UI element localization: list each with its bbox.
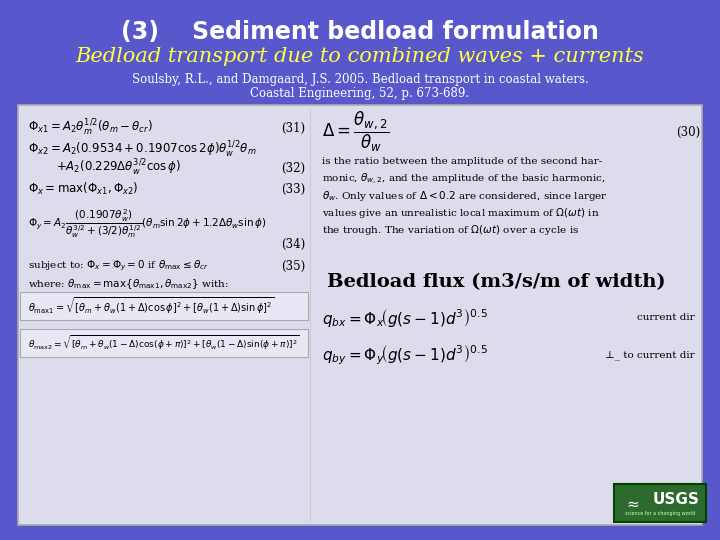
Text: Bedload transport due to combined waves + currents: Bedload transport due to combined waves … [76,48,644,66]
Text: $\Phi_{x2} = A_2(0.9534 + 0.1907\cos2\phi)\theta_w^{1/2}\theta_m$: $\Phi_{x2} = A_2(0.9534 + 0.1907\cos2\ph… [28,140,256,160]
Text: Coastal Engineering, 52, p. 673-689.: Coastal Engineering, 52, p. 673-689. [251,86,469,99]
Text: (34): (34) [281,238,305,251]
Text: (33): (33) [281,183,305,195]
Text: $\Phi_y = A_2\dfrac{(0.1907\theta_w^2)}{\theta_w^{3/2}+(3/2)\theta_m^{1/2}}(\the: $\Phi_y = A_2\dfrac{(0.1907\theta_w^2)}{… [28,207,266,240]
Text: $\Phi_{x1} = A_2\theta_m^{1/2}(\theta_m - \theta_{cr})$: $\Phi_{x1} = A_2\theta_m^{1/2}(\theta_m … [28,118,153,138]
Text: Soulsby, R.L., and Damgaard, J.S. 2005. Bedload transport in coastal waters.: Soulsby, R.L., and Damgaard, J.S. 2005. … [132,72,588,85]
Text: $q_{bx}=\Phi_x\!\left(g(s-1)d^3\right)^{0.5}$: $q_{bx}=\Phi_x\!\left(g(s-1)d^3\right)^{… [322,307,488,329]
Text: (31): (31) [281,122,305,134]
Text: is the ratio between the amplitude of the second har-: is the ratio between the amplitude of th… [322,158,602,166]
Text: ⊥_ to current dir: ⊥_ to current dir [606,350,695,360]
FancyBboxPatch shape [614,484,706,522]
Text: $q_{by}=\Phi_y\!\left(g(s-1)d^3\right)^{0.5}$: $q_{by}=\Phi_y\!\left(g(s-1)d^3\right)^{… [322,343,488,367]
Text: $\Delta = \dfrac{\theta_{w,2}}{\theta_w}$: $\Delta = \dfrac{\theta_{w,2}}{\theta_w}… [322,110,390,154]
Text: science for a changing world: science for a changing world [625,511,696,516]
Text: subject to: $\Phi_x = \Phi_y = 0$ if $\theta_{\max}\leq\theta_{cr}$: subject to: $\Phi_x = \Phi_y = 0$ if $\t… [28,259,209,273]
Text: $\theta_{\max2}=\sqrt{[\theta_m+\theta_w(1-\Delta)\cos(\phi+\pi)]^2+[\theta_w(1-: $\theta_{\max2}=\sqrt{[\theta_m+\theta_w… [28,333,300,353]
Text: current dir: current dir [637,314,695,322]
Text: $\Phi_x = \max(\Phi_{x1}, \Phi_{x2})$: $\Phi_x = \max(\Phi_{x1}, \Phi_{x2})$ [28,181,138,197]
Text: $\theta_w$. Only values of $\Delta<0.2$ are considered, since larger: $\theta_w$. Only values of $\Delta<0.2$ … [322,189,608,203]
Text: (32): (32) [281,161,305,174]
Text: $\theta_{\max1}=\sqrt{[\theta_m+\theta_w(1+\Delta)\cos\phi]^2+[\theta_w(1+\Delta: $\theta_{\max1}=\sqrt{[\theta_m+\theta_w… [28,296,274,316]
Text: values give an unrealistic local maximum of $\Omega(\omega t)$ in: values give an unrealistic local maximum… [322,206,600,220]
FancyBboxPatch shape [20,292,308,320]
Text: where: $\theta_{\max}=\max\{\theta_{\max1},\theta_{\max2}\}$ with:: where: $\theta_{\max}=\max\{\theta_{\max… [28,277,229,291]
FancyBboxPatch shape [18,105,702,525]
FancyBboxPatch shape [20,329,308,357]
Text: monic, $\theta_{w,2}$, and the amplitude of the basic harmonic,: monic, $\theta_{w,2}$, and the amplitude… [322,172,606,186]
Text: $+ A_2(0.229\Delta\theta_w^{3/2}\cos\phi)$: $+ A_2(0.229\Delta\theta_w^{3/2}\cos\phi… [56,158,181,178]
Text: $\approx$: $\approx$ [624,496,640,510]
Text: Bedload flux (m3/s/m of width): Bedload flux (m3/s/m of width) [327,273,665,291]
Text: USGS: USGS [652,492,699,508]
Text: the trough. The variation of $\Omega(\omega t)$ over a cycle is: the trough. The variation of $\Omega(\om… [322,223,580,237]
Text: (35): (35) [281,260,305,273]
Text: (30): (30) [676,125,700,138]
Text: (3)    Sediment bedload formulation: (3) Sediment bedload formulation [121,20,599,44]
